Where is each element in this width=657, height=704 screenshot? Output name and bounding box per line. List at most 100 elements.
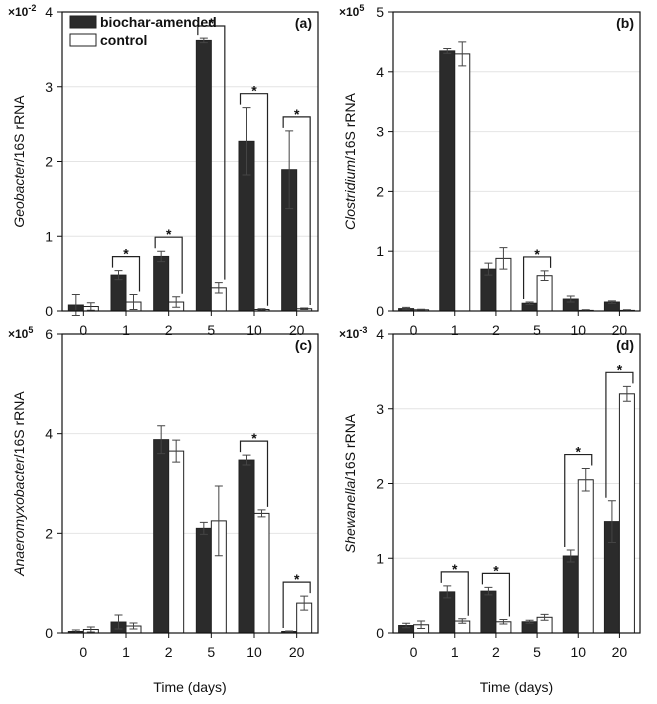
error-bar xyxy=(566,295,575,303)
y-label-text: /16S rRNA xyxy=(342,92,358,160)
x-tick-label: 20 xyxy=(612,322,628,338)
x-tick-label: 10 xyxy=(570,644,586,660)
error-bar xyxy=(257,509,266,518)
error-bar xyxy=(417,620,426,630)
error-bar xyxy=(443,585,452,599)
y-label-italic: Shewanella xyxy=(342,481,358,554)
error-bar xyxy=(458,618,467,624)
y-axis-label: Shewanella/16S rRNA xyxy=(342,413,358,553)
x-tick-label: 1 xyxy=(451,644,459,660)
scale-base: ×10 xyxy=(8,5,29,19)
significance-star: * xyxy=(617,361,623,377)
bar xyxy=(195,39,212,312)
significance-star: * xyxy=(534,246,540,262)
significance-bracket xyxy=(154,236,183,294)
x-tick-label: 20 xyxy=(289,322,305,338)
scale-label: ×10-3 xyxy=(339,325,367,341)
legend-swatch xyxy=(69,15,97,29)
significance-star: * xyxy=(493,562,499,578)
error-bar xyxy=(499,619,508,625)
significance-star: * xyxy=(251,430,257,446)
error-bar xyxy=(285,630,294,633)
plot-frame xyxy=(61,11,319,312)
plot-frame xyxy=(392,333,641,634)
error-bar xyxy=(566,549,575,563)
y-axis-label: Anaeromyxobacter/16S rRNA xyxy=(11,391,27,577)
significance-bracket xyxy=(111,256,141,292)
y-tick-label: 2 xyxy=(45,525,53,541)
significance-star: * xyxy=(251,83,257,99)
error-bar xyxy=(214,282,223,294)
error-bar xyxy=(540,613,549,621)
bar xyxy=(439,50,456,312)
scale-exp: 5 xyxy=(359,3,364,13)
significance-star: * xyxy=(166,226,172,242)
error-bar xyxy=(114,614,123,630)
y-tick-label: 3 xyxy=(45,79,53,95)
y-label-text: /16S rRNA xyxy=(342,413,358,481)
bar xyxy=(153,255,170,312)
x-tick-label: 0 xyxy=(79,644,87,660)
bar xyxy=(168,450,185,634)
y-tick-label: 5 xyxy=(376,4,384,20)
bar xyxy=(480,590,497,634)
error-bar xyxy=(622,385,631,402)
legend-label: control xyxy=(100,32,147,48)
bar xyxy=(110,274,127,312)
x-axis-label: Time (days) xyxy=(480,679,553,695)
bar xyxy=(238,459,255,634)
y-tick-label: 0 xyxy=(45,303,53,319)
x-tick-label: 2 xyxy=(492,644,500,660)
x-tick-label: 5 xyxy=(533,322,541,338)
y-tick-label: 2 xyxy=(45,154,53,170)
plot-frame xyxy=(61,333,319,634)
x-axis-label: Time (days) xyxy=(153,679,226,695)
y-tick-label: 0 xyxy=(376,303,384,319)
scale-label: ×10-2 xyxy=(8,3,36,19)
significance-star: * xyxy=(123,246,129,262)
significance-bracket xyxy=(522,256,552,300)
significance-bracket xyxy=(481,572,511,617)
error-bar xyxy=(242,107,251,176)
bar xyxy=(195,527,212,634)
significance-bracket xyxy=(239,440,269,507)
error-bar xyxy=(499,247,508,270)
y-tick-label: 6 xyxy=(45,326,53,342)
y-tick-label: 0 xyxy=(376,625,384,641)
scale-label: ×105 xyxy=(8,325,33,341)
significance-bracket xyxy=(282,581,311,629)
x-tick-label: 1 xyxy=(451,322,459,338)
error-bar xyxy=(86,626,95,633)
error-bar xyxy=(71,294,80,316)
x-tick-label: 10 xyxy=(246,644,262,660)
x-tick-label: 1 xyxy=(122,322,130,338)
y-label-italic: Clostridium xyxy=(342,160,358,230)
error-bar xyxy=(300,307,309,311)
significance-bracket xyxy=(197,25,226,280)
y-label-text: /16S rRNA xyxy=(11,391,27,459)
legend-label: biochar-amended xyxy=(100,14,217,30)
panel-label: (b) xyxy=(616,15,634,31)
y-tick-label: 2 xyxy=(376,476,384,492)
x-tick-label: 5 xyxy=(533,644,541,660)
significance-star: * xyxy=(294,571,300,587)
y-tick-label: 4 xyxy=(376,326,384,342)
error-bar xyxy=(199,37,208,44)
y-tick-label: 3 xyxy=(376,124,384,140)
panel-label: (d) xyxy=(616,337,634,353)
significance-star: * xyxy=(209,15,215,31)
significance-star: * xyxy=(452,561,458,577)
error-bar xyxy=(525,301,534,305)
y-tick-label: 2 xyxy=(376,183,384,199)
x-tick-label: 20 xyxy=(612,644,628,660)
bar xyxy=(454,53,471,312)
error-bar xyxy=(257,308,266,311)
y-axis-label: Geobacter/16S rRNA xyxy=(11,95,27,228)
error-bar xyxy=(86,302,95,311)
error-bar xyxy=(214,485,223,557)
x-tick-label: 20 xyxy=(289,644,305,660)
error-bar xyxy=(402,622,411,629)
y-label-text: /16S rRNA xyxy=(11,95,27,163)
error-bar xyxy=(129,294,138,311)
